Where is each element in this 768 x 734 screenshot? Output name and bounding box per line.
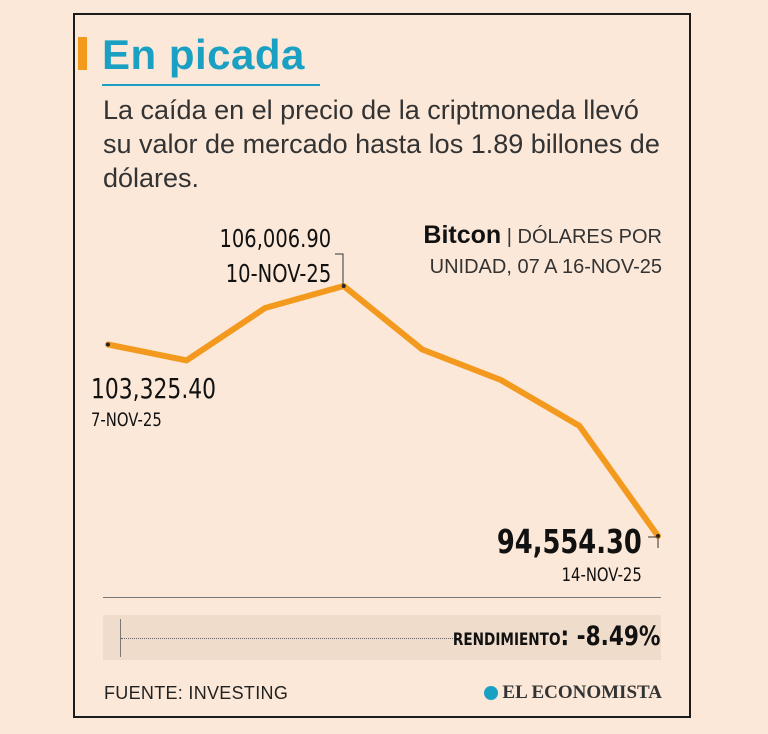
performance-label: RENDIMIENTO <box>453 630 561 650</box>
peak-date-label: 10-NOV-25 <box>225 259 331 288</box>
data-points <box>106 284 660 538</box>
data-point-marker <box>341 284 346 288</box>
performance-dotted-line <box>121 638 461 639</box>
performance-value: : -8.49% <box>560 621 661 652</box>
peak-value-label: 106,006.90 <box>219 224 331 253</box>
series-unit-line2: UNIDAD, 07 A 16-NOV-25 <box>429 256 662 278</box>
title-accent-bar <box>78 37 87 70</box>
performance-text: RENDIMIENTO: -8.49% <box>453 621 661 652</box>
end-date-label: 14-NOV-25 <box>561 564 642 586</box>
section-divider <box>103 597 661 598</box>
series-label: Bitcon | DÓLARES POR UNIDAD, 07 A 16-NOV… <box>423 220 662 282</box>
performance-tick <box>120 619 121 657</box>
start-date-label: 7-NOV-25 <box>91 409 162 431</box>
title-underline <box>102 84 320 86</box>
series-unit-line1: | DÓLARES POR <box>501 226 662 248</box>
brand-icon <box>484 686 499 700</box>
performance-box <box>103 615 661 660</box>
brand-logo: EL ECONOMISTA <box>484 682 662 704</box>
source-note: FUENTE: INVESTING <box>104 683 289 703</box>
chart-title: En picada <box>102 31 305 78</box>
end-callout-line <box>648 536 659 548</box>
start-value-label: 103,325.40 <box>91 372 217 405</box>
data-point-marker <box>106 342 110 347</box>
series-line <box>105 283 661 539</box>
peak-callout-line <box>335 253 344 287</box>
chart-frame <box>73 13 691 718</box>
series-name: Bitcon <box>423 221 502 249</box>
end-value-label: 94,554.30 <box>497 522 642 561</box>
brand-name: EL ECONOMISTA <box>502 682 662 703</box>
chart-subtitle: La caída en el precio de la criptmoneda … <box>103 95 660 193</box>
